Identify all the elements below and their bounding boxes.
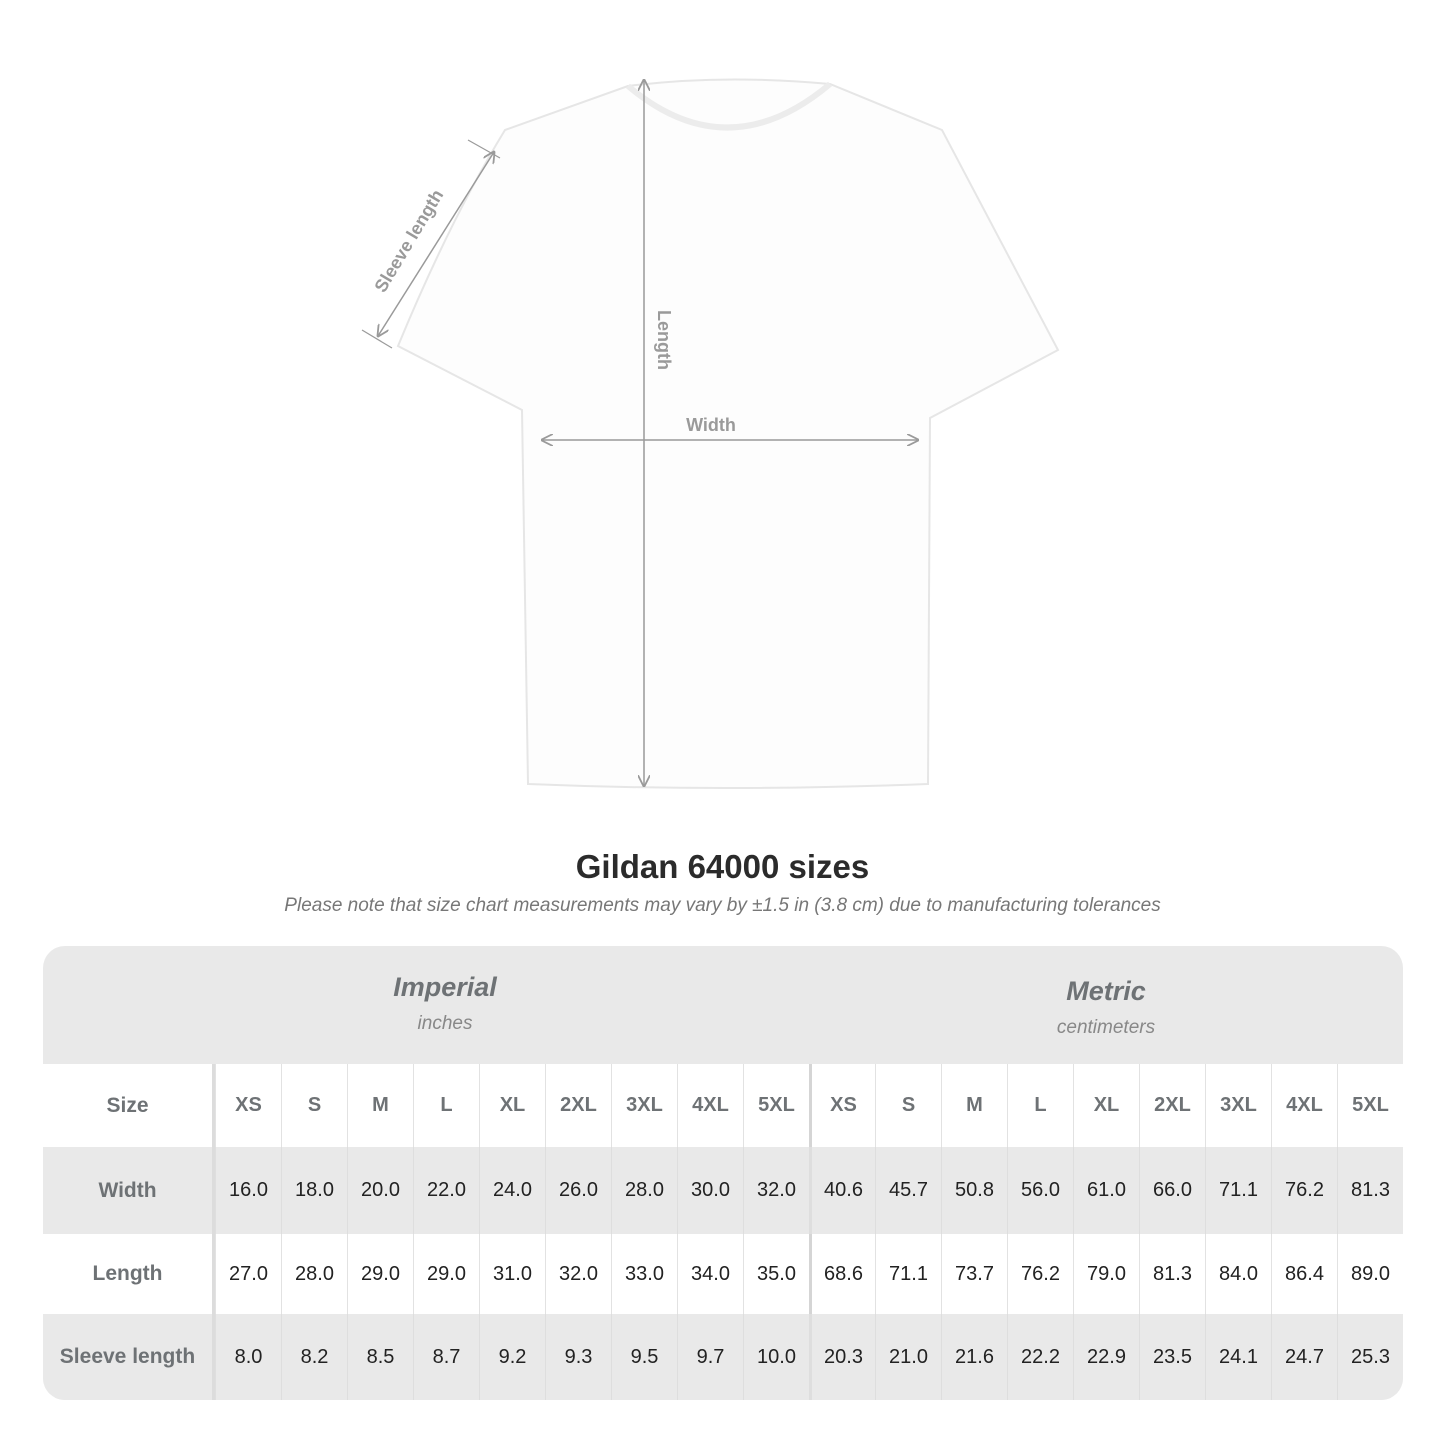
cell-imperial: 16.0 (215, 1147, 281, 1234)
size-metric: XS (809, 1064, 875, 1147)
size-imperial: 5XL (743, 1064, 809, 1147)
cell-imperial: 9.7 (677, 1314, 743, 1400)
cell-imperial: 24.0 (479, 1147, 545, 1234)
cell-metric: 22.2 (1007, 1314, 1073, 1400)
cell-metric: 71.1 (1205, 1147, 1271, 1234)
cell-metric: 21.6 (941, 1314, 1007, 1400)
metric-header: Metric centimeters (809, 950, 1403, 1068)
cell-metric: 81.3 (1139, 1234, 1205, 1314)
cell-imperial: 29.0 (413, 1234, 479, 1314)
cell-metric: 84.0 (1205, 1234, 1271, 1314)
row-label: Sleeve length (43, 1314, 215, 1400)
row-label: Size (43, 1064, 215, 1147)
length-label: Length (654, 310, 674, 370)
cell-metric: 20.3 (809, 1314, 875, 1400)
cell-metric: 66.0 (1139, 1147, 1205, 1234)
imperial-title: Imperial (393, 972, 497, 1002)
size-metric: 5XL (1337, 1064, 1403, 1147)
imperial-header: Imperial inches (215, 946, 675, 1064)
tolerance-note: Please note that size chart measurements… (284, 895, 1161, 916)
table-row: Width 16.0 18.0 20.0 22.0 24.0 26.0 28.0 30.0 32.… (43, 1147, 1403, 1234)
table-row: Length 27.0 28.0 29.0 29.0 31.0 32.0 33.0 34.0 35… (43, 1234, 1403, 1314)
cell-metric: 40.6 (809, 1147, 875, 1234)
cell-metric: 81.3 (1337, 1147, 1403, 1234)
cell-metric: 61.0 (1073, 1147, 1139, 1234)
cell-metric: 76.2 (1271, 1147, 1337, 1234)
size-imperial: M (347, 1064, 413, 1147)
tshirt-collar (626, 81, 832, 131)
cell-imperial: 22.0 (413, 1147, 479, 1234)
size-table: Imperial inches Metric centimeters Size X… (43, 946, 1403, 1400)
cell-metric: 25.3 (1337, 1314, 1403, 1400)
cell-imperial: 9.2 (479, 1314, 545, 1400)
size-imperial: 3XL (611, 1064, 677, 1147)
cell-imperial: 28.0 (611, 1147, 677, 1234)
cell-metric: 71.1 (875, 1234, 941, 1314)
cell-imperial: 35.0 (743, 1234, 809, 1314)
cell-imperial: 18.0 (281, 1147, 347, 1234)
cell-imperial: 8.0 (215, 1314, 281, 1400)
tshirt-diagram: Sleeve length Length Width (361, 78, 1060, 789)
size-imperial: L (413, 1064, 479, 1147)
cell-metric: 24.1 (1205, 1314, 1271, 1400)
cell-imperial: 28.0 (281, 1234, 347, 1314)
size-imperial: 4XL (677, 1064, 743, 1147)
cell-metric: 24.7 (1271, 1314, 1337, 1400)
cell-metric: 89.0 (1337, 1234, 1403, 1314)
size-metric: XL (1073, 1064, 1139, 1147)
cell-metric: 73.7 (941, 1234, 1007, 1314)
cell-metric: 76.2 (1007, 1234, 1073, 1314)
cell-imperial: 9.3 (545, 1314, 611, 1400)
size-metric: 4XL (1271, 1064, 1337, 1147)
cell-imperial: 8.5 (347, 1314, 413, 1400)
size-imperial: 2XL (545, 1064, 611, 1147)
size-imperial: XL (479, 1064, 545, 1147)
cell-imperial: 33.0 (611, 1234, 677, 1314)
size-header-row: Size XS S M L XL 2XL 3XL 4XL 5XL XS S M L XL 2XL 3XL 4XL 5… (43, 1064, 1403, 1147)
size-metric: M (941, 1064, 1007, 1147)
cell-metric: 50.8 (941, 1147, 1007, 1234)
cell-imperial: 34.0 (677, 1234, 743, 1314)
cell-imperial: 9.5 (611, 1314, 677, 1400)
sleeve-length-line (378, 152, 494, 336)
size-metric: S (875, 1064, 941, 1147)
cell-imperial: 30.0 (677, 1147, 743, 1234)
table-row: Sleeve length 8.0 8.2 8.5 8.7 9.2 9.3 9.5 9.7 10.… (43, 1314, 1403, 1400)
cell-imperial: 8.2 (281, 1314, 347, 1400)
cell-imperial: 8.7 (413, 1314, 479, 1400)
metric-unit: centimeters (1056, 1017, 1156, 1038)
cell-metric: 22.9 (1073, 1314, 1139, 1400)
size-metric: 2XL (1139, 1064, 1205, 1147)
cell-imperial: 20.0 (347, 1147, 413, 1234)
cell-imperial: 27.0 (215, 1234, 281, 1314)
page-title: Gildan 64000 sizes (575, 848, 870, 885)
cell-imperial: 32.0 (743, 1147, 809, 1234)
cell-imperial: 29.0 (347, 1234, 413, 1314)
cell-metric: 86.4 (1271, 1234, 1337, 1314)
cell-imperial: 26.0 (545, 1147, 611, 1234)
row-label: Length (43, 1234, 215, 1314)
cell-metric: 21.0 (875, 1314, 941, 1400)
cell-metric: 79.0 (1073, 1234, 1139, 1314)
cell-metric: 68.6 (809, 1234, 875, 1314)
size-metric: 3XL (1205, 1064, 1271, 1147)
cell-metric: 23.5 (1139, 1314, 1205, 1400)
cell-metric: 45.7 (875, 1147, 941, 1234)
size-imperial: S (281, 1064, 347, 1147)
cell-imperial: 32.0 (545, 1234, 611, 1314)
width-label: Width (686, 415, 736, 435)
size-imperial: XS (215, 1064, 281, 1147)
size-metric: L (1007, 1064, 1073, 1147)
cell-metric: 56.0 (1007, 1147, 1073, 1234)
cell-imperial: 10.0 (743, 1314, 809, 1400)
cell-imperial: 31.0 (479, 1234, 545, 1314)
metric-title: Metric (1066, 976, 1146, 1006)
imperial-unit: inches (417, 1013, 473, 1034)
row-label: Width (43, 1147, 215, 1234)
